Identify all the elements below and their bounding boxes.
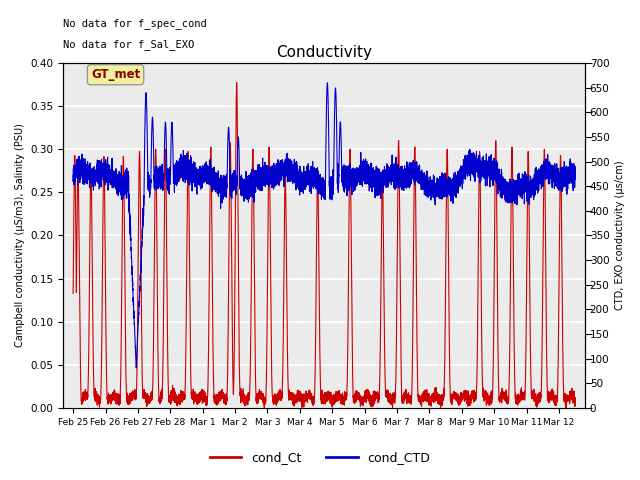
Title: Conductivity: Conductivity [276,46,372,60]
Legend: cond_Ct, cond_CTD: cond_Ct, cond_CTD [205,446,435,469]
Y-axis label: CTD, EXO conductivity (µs/cm): CTD, EXO conductivity (µs/cm) [615,161,625,310]
Text: GT_met: GT_met [91,68,140,81]
Text: No data for f_Sal_EXO: No data for f_Sal_EXO [63,39,195,50]
Text: No data for f_spec_cond: No data for f_spec_cond [63,18,207,29]
Y-axis label: Campbell conductivity (µS/m3), Salinity (PSU): Campbell conductivity (µS/m3), Salinity … [15,123,25,348]
